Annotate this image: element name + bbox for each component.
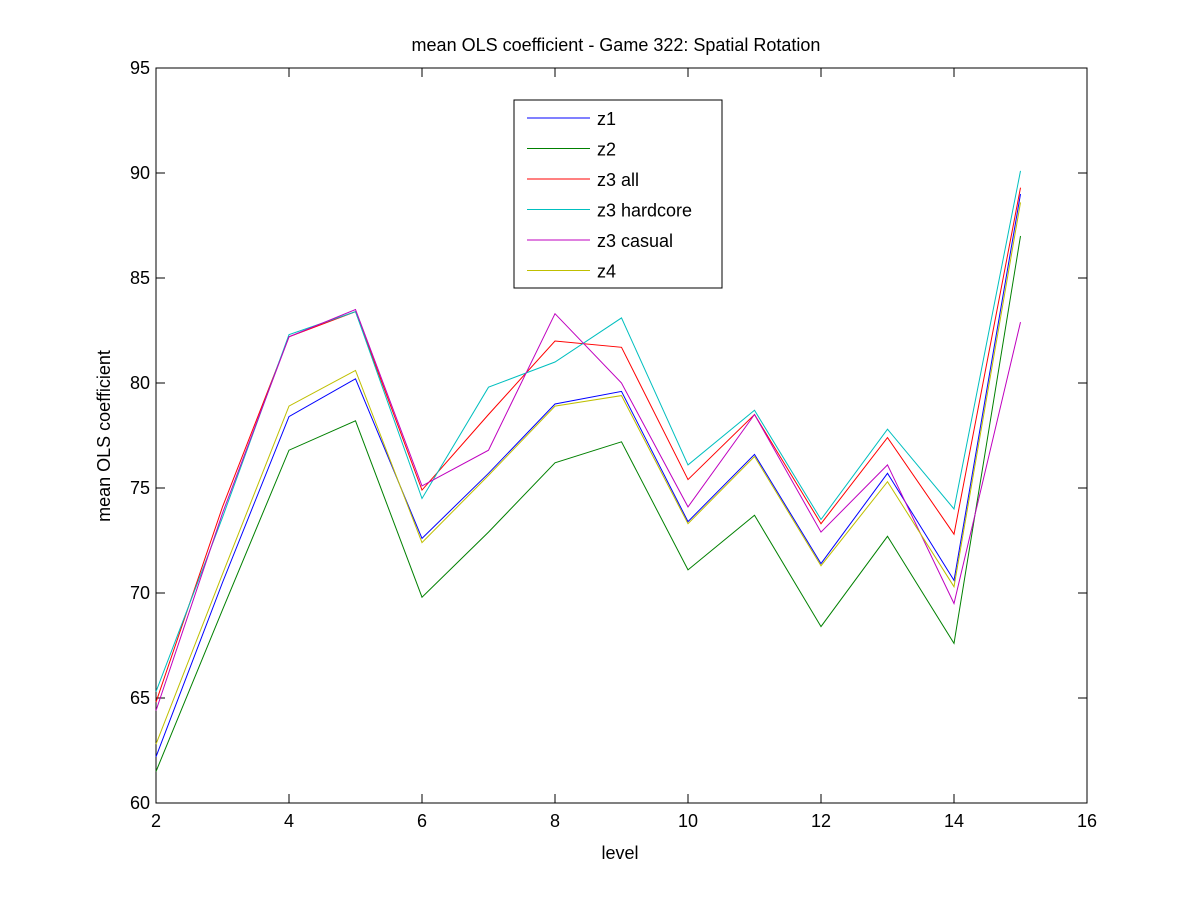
x-axis-label: level — [601, 843, 638, 863]
axis-ticks — [155, 67, 1088, 804]
x-tick-label: 2 — [151, 811, 161, 831]
series-line-4 — [155, 170, 1021, 692]
series-line-1 — [155, 193, 1021, 757]
x-tick-label: 16 — [1077, 811, 1097, 831]
y-tick-label: 90 — [130, 163, 150, 183]
x-tick-label: 14 — [944, 811, 964, 831]
legend-label: z1 — [597, 109, 616, 129]
series-lines — [155, 170, 1021, 772]
legend: z1 z2 z3 all z3 hardcore z3 casual z4 — [513, 99, 723, 289]
y-tick-label: 70 — [130, 583, 150, 603]
chart-title: mean OLS coefficient - Game 322: Spatial… — [412, 35, 821, 55]
y-tick-label: 85 — [130, 268, 150, 288]
y-tick-label: 65 — [130, 688, 150, 708]
y-axis-label: mean OLS coefficient — [94, 350, 114, 522]
y-tick-label: 75 — [130, 478, 150, 498]
x-tick-label: 8 — [550, 811, 560, 831]
y-tick-label: 95 — [130, 58, 150, 78]
y-tick-label: 80 — [130, 373, 150, 393]
series-line-6 — [155, 202, 1021, 745]
y-tick-label: 60 — [130, 793, 150, 813]
legend-label: z4 — [597, 262, 616, 282]
axis-tick-labels: 2 4 6 8 10 12 14 16 60 65 70 75 80 85 90 95 — [130, 58, 1097, 831]
legend-box — [513, 99, 723, 289]
series-line-2 — [155, 235, 1021, 772]
legend-label: z2 — [597, 140, 616, 160]
series-line-5 — [155, 308, 1021, 711]
x-tick-label: 4 — [284, 811, 294, 831]
legend-label: z3 hardcore — [597, 201, 692, 221]
legend-label: z3 all — [597, 170, 639, 190]
x-tick-label: 10 — [678, 811, 698, 831]
x-tick-label: 12 — [811, 811, 831, 831]
legend-label: z3 casual — [597, 231, 673, 251]
x-tick-label: 6 — [417, 811, 427, 831]
